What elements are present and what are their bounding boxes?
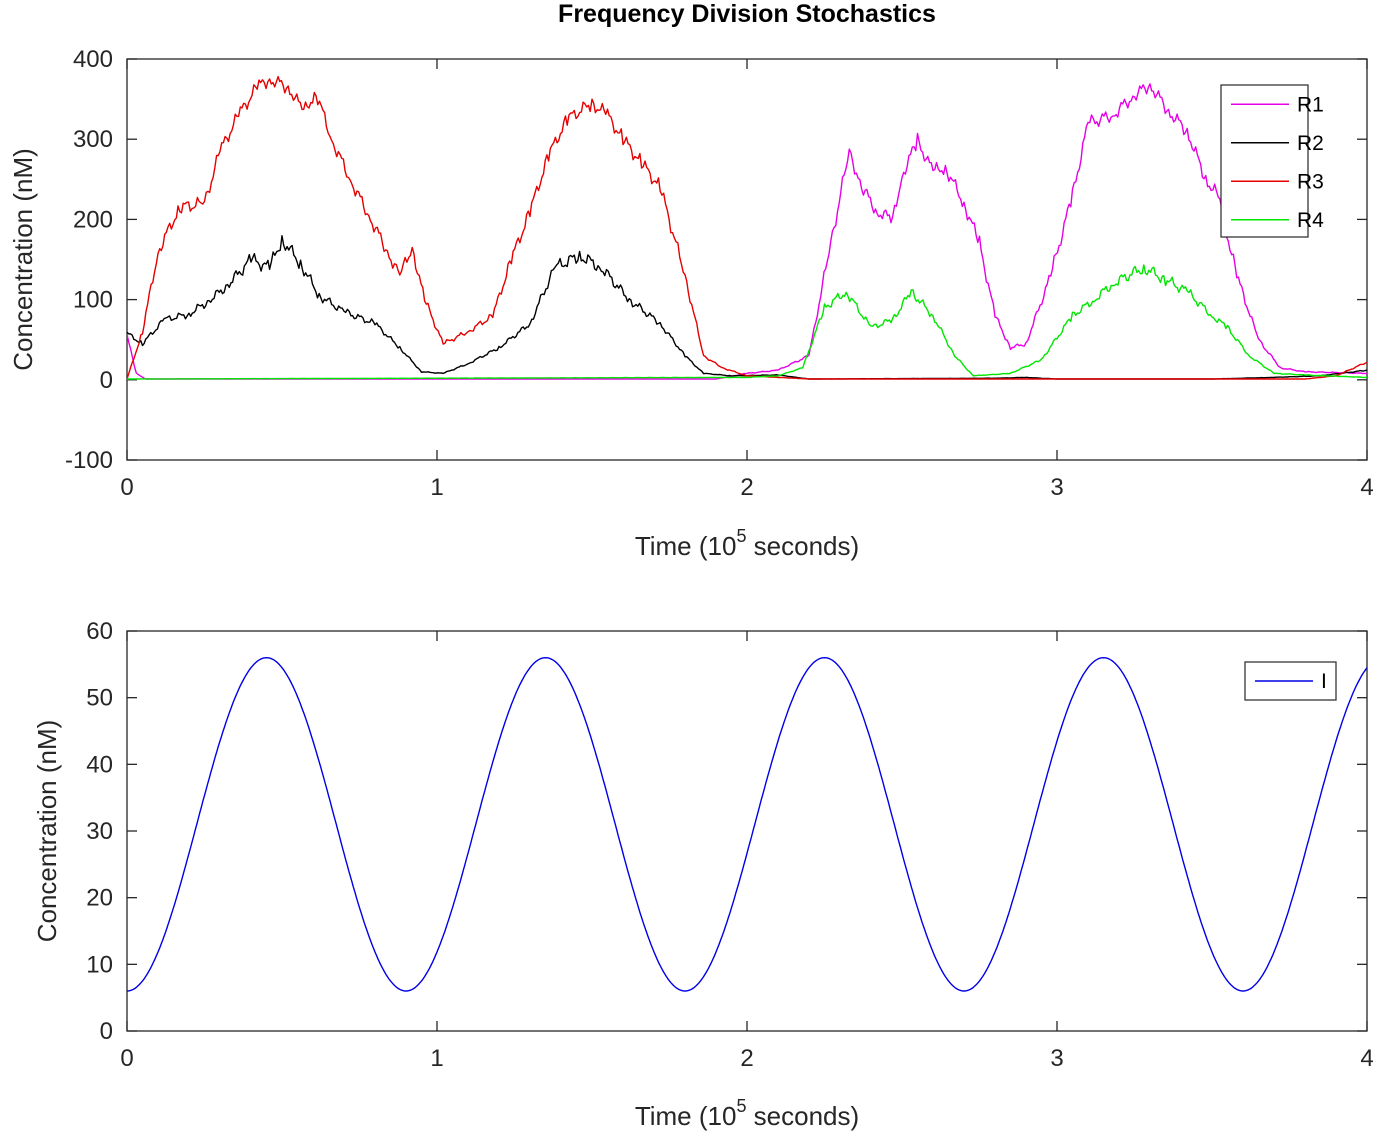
x-tick-label: 3 xyxy=(1050,1045,1063,1072)
y-tick-label: -100 xyxy=(65,447,113,474)
y-axis-label: Concentration (nM) xyxy=(32,720,62,943)
x-axis-label-exponent: 5 xyxy=(736,1096,746,1116)
y-tick-label: 100 xyxy=(73,287,113,314)
series-r2-line xyxy=(127,235,1367,380)
series-i-line xyxy=(127,657,1367,992)
x-axis-label-prefix: Time (10 xyxy=(635,1101,737,1131)
x-tick-label: 0 xyxy=(120,1045,133,1072)
legend-label: R2 xyxy=(1297,132,1324,155)
plot-frame xyxy=(126,630,1368,1032)
x-tick-label: 2 xyxy=(740,474,753,501)
y-tick-label: 60 xyxy=(86,618,113,645)
legend-box xyxy=(1220,84,1309,238)
y-tick-label: 30 xyxy=(86,818,113,845)
y-tick-label: 10 xyxy=(86,951,113,978)
legend: I xyxy=(1244,661,1337,701)
x-tick-label: 4 xyxy=(1360,474,1373,501)
x-tick-label: 4 xyxy=(1360,1045,1373,1072)
legend: R1 R2 R3 R4 xyxy=(1220,84,1324,238)
plot-frame xyxy=(126,58,1368,461)
series-r3-line xyxy=(127,75,1367,380)
series-group xyxy=(127,75,1367,380)
legend-label: R1 xyxy=(1297,93,1324,116)
x-axis-label: Time (105 seconds) xyxy=(635,526,859,561)
x-axis-label-prefix: Time (10 xyxy=(635,531,737,561)
legend-label: I xyxy=(1321,670,1327,693)
series-r1-line xyxy=(127,83,1367,380)
y-tick-label: 200 xyxy=(73,206,113,233)
series-r4-line xyxy=(127,264,1367,380)
series-group xyxy=(127,657,1367,992)
y-tick-label: 50 xyxy=(86,685,113,712)
x-tick-label: 1 xyxy=(430,1045,443,1072)
chart-title: Frequency Division Stochastics xyxy=(558,0,936,28)
y-tick-label: 40 xyxy=(86,751,113,778)
x-tick-label: 1 xyxy=(430,474,443,501)
x-axis-label-exponent: 5 xyxy=(736,526,746,546)
x-axis-label-suffix: seconds) xyxy=(746,531,859,561)
x-tick-label: 3 xyxy=(1050,474,1063,501)
y-tick-label: 300 xyxy=(73,126,113,153)
y-tick-label: 400 xyxy=(73,46,113,73)
x-tick-label: 0 xyxy=(120,474,133,501)
y-tick-label: 0 xyxy=(100,1018,113,1045)
legend-label: R4 xyxy=(1297,209,1324,232)
top-plot: 0 1 2 3 4 -100 0 100 200 300 400 Time (105 seconds)… xyxy=(8,46,1374,561)
y-tick-label: 20 xyxy=(86,885,113,912)
x-axis-label: Time (105 seconds) xyxy=(635,1096,859,1131)
x-tick-label: 2 xyxy=(740,1045,753,1072)
y-tick-label: 0 xyxy=(100,367,113,394)
legend-label: R3 xyxy=(1297,170,1324,193)
y-axis-label: Concentration (nM) xyxy=(8,148,38,371)
x-axis-label-suffix: seconds) xyxy=(746,1101,859,1131)
